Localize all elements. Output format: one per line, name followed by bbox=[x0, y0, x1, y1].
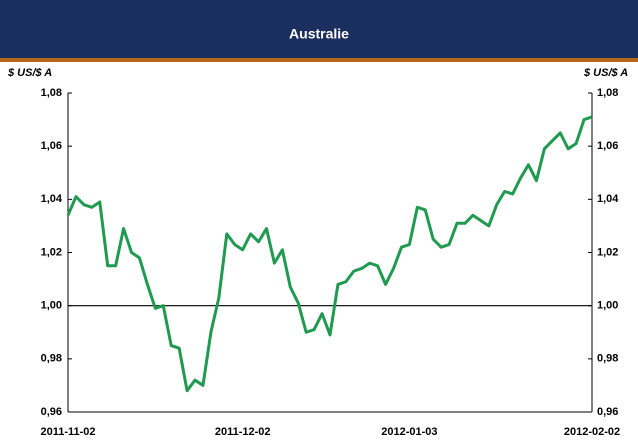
series-line bbox=[66, 115, 593, 393]
y-tick-label: 1,08 bbox=[41, 87, 62, 99]
y2-tick-label: 1,02 bbox=[597, 246, 618, 258]
x-tick-label: 2012-01-03 bbox=[381, 426, 437, 438]
y-tick-label: 1,00 bbox=[41, 300, 62, 312]
header-stripe bbox=[0, 58, 638, 62]
y-tick-label: 0,96 bbox=[41, 406, 62, 418]
y-tick-label: 0,98 bbox=[41, 353, 62, 365]
y-tick-label: 1,04 bbox=[41, 193, 63, 205]
y-tick-label: 1,02 bbox=[41, 246, 62, 258]
x-tick-label: 2011-11-02 bbox=[40, 426, 95, 438]
y2-tick-label: 0,98 bbox=[597, 353, 618, 365]
y2-tick-label: 0,96 bbox=[597, 406, 618, 418]
x-tick-label: 2011-12-02 bbox=[215, 426, 271, 438]
y2-tick-label: 1,08 bbox=[597, 87, 618, 99]
y2-tick-label: 1,04 bbox=[597, 193, 619, 205]
y2-axis-label: $ US/$ A bbox=[583, 67, 628, 79]
header-bar bbox=[0, 0, 638, 58]
y-axis-label: $ US/$ A bbox=[7, 67, 52, 79]
y2-tick-label: 1,06 bbox=[597, 140, 618, 152]
chart-title: Australie bbox=[289, 26, 349, 42]
x-tick-label: 2012-02-02 bbox=[564, 426, 620, 438]
y-tick-label: 1,06 bbox=[41, 140, 62, 152]
y2-tick-label: 1,00 bbox=[597, 300, 618, 312]
